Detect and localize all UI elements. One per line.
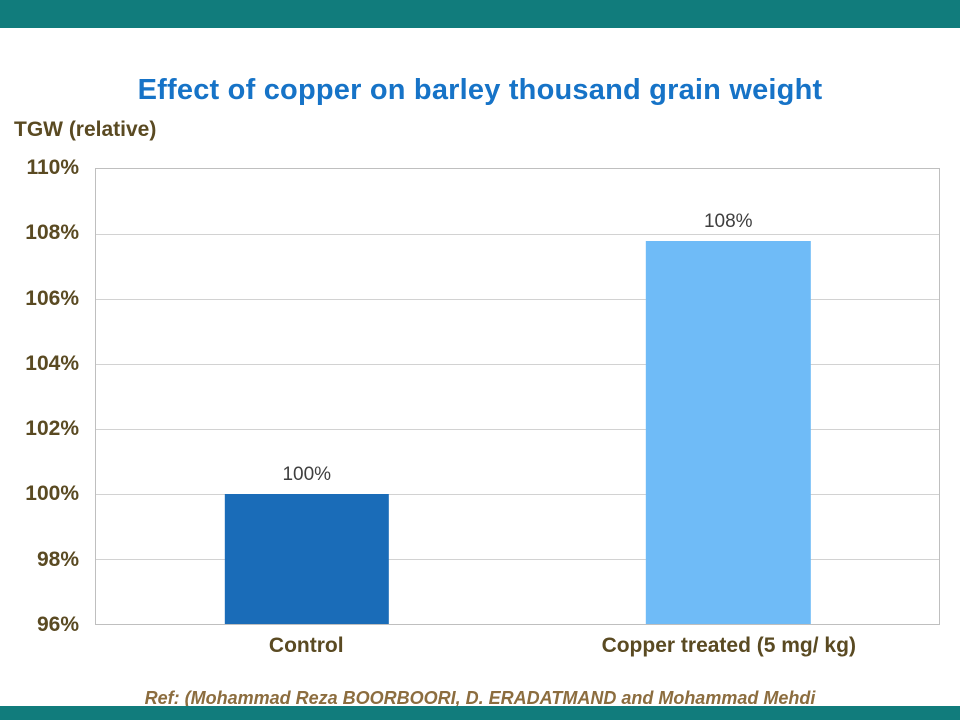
y-axis-ticks: 110% 108% 106% 104% 102% 100% 98% 96% [0, 156, 87, 636]
top-color-band [0, 0, 960, 28]
gridline [96, 494, 939, 495]
y-tick-label: 108% [25, 221, 79, 245]
y-tick-label: 104% [25, 351, 79, 375]
gridline [96, 299, 939, 300]
y-tick-label: 106% [25, 286, 79, 310]
y-tick-label: 100% [25, 482, 79, 506]
gridline [96, 234, 939, 235]
y-tick-label: 110% [26, 156, 79, 179]
bar-control [224, 494, 389, 624]
gridline [96, 364, 939, 365]
x-axis-labels: Control Copper treated (5 mg/ kg) [95, 634, 940, 666]
y-tick-label: 102% [25, 417, 79, 441]
footer-reference: Ref: (Mohammad Reza BOORBOORI, D. ERADAT… [144, 688, 816, 708]
bar-copper-treated-5-mg-kg- [646, 240, 811, 624]
plot-area: 100% 108% [95, 168, 940, 625]
y-tick-label: 96% [36, 613, 79, 636]
x-category-label: Control [268, 634, 344, 657]
bottom-color-band [0, 706, 960, 720]
y-tick-label: 98% [36, 547, 79, 571]
x-category-label: Copper treated (5 mg/ kg) [601, 634, 856, 657]
bar-data-label: 108% [703, 210, 753, 232]
y-axis-title: TGW (relative) [14, 118, 157, 141]
chart-title: Effect of copper on barley thousand grai… [137, 74, 823, 106]
gridline [96, 429, 939, 430]
gridline [96, 559, 939, 560]
bar-data-label: 100% [282, 464, 332, 486]
